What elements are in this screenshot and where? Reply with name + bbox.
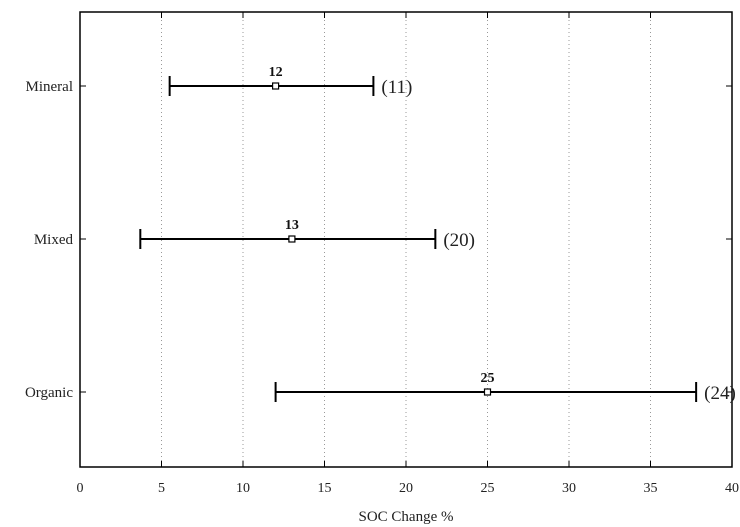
- errorbar-row: Organic 25 (24): [25, 371, 736, 404]
- mean-value-label: 25: [481, 371, 495, 386]
- mean-value-label: 13: [285, 218, 299, 233]
- category-label: Mixed: [34, 232, 74, 248]
- category-label: Organic: [25, 385, 73, 401]
- sample-size-label: (20): [443, 230, 475, 251]
- x-tick-label: 30: [562, 481, 576, 496]
- x-tick-label: 20: [399, 481, 413, 496]
- errorbar-row: Mineral 12 (11): [26, 65, 732, 98]
- sample-size-label: (11): [381, 77, 412, 98]
- x-axis-title: SOC Change %: [359, 509, 454, 525]
- mean-marker: [483, 388, 492, 396]
- errorbar-row: Mixed 13 (20): [34, 218, 732, 251]
- category-label: Mineral: [26, 79, 73, 95]
- series: Mineral 12 (11) Mixed 13 (20) Organic 25 (24): [25, 65, 736, 404]
- x-tick-label: 10: [236, 481, 250, 496]
- x-tick-label: 0: [77, 481, 84, 496]
- mean-value-label: 12: [269, 65, 283, 80]
- axis-ticks: 0 5 10 15 20 25 30 35 40: [77, 12, 739, 496]
- x-tick-label: 40: [725, 481, 739, 496]
- x-tick-label: 15: [318, 481, 332, 496]
- sample-size-label: (24): [704, 383, 736, 404]
- x-tick-label: 5: [158, 481, 165, 496]
- x-tick-label: 25: [481, 481, 495, 496]
- mean-marker: [272, 82, 280, 90]
- mean-marker: [288, 235, 296, 243]
- x-tick-label: 35: [644, 481, 658, 496]
